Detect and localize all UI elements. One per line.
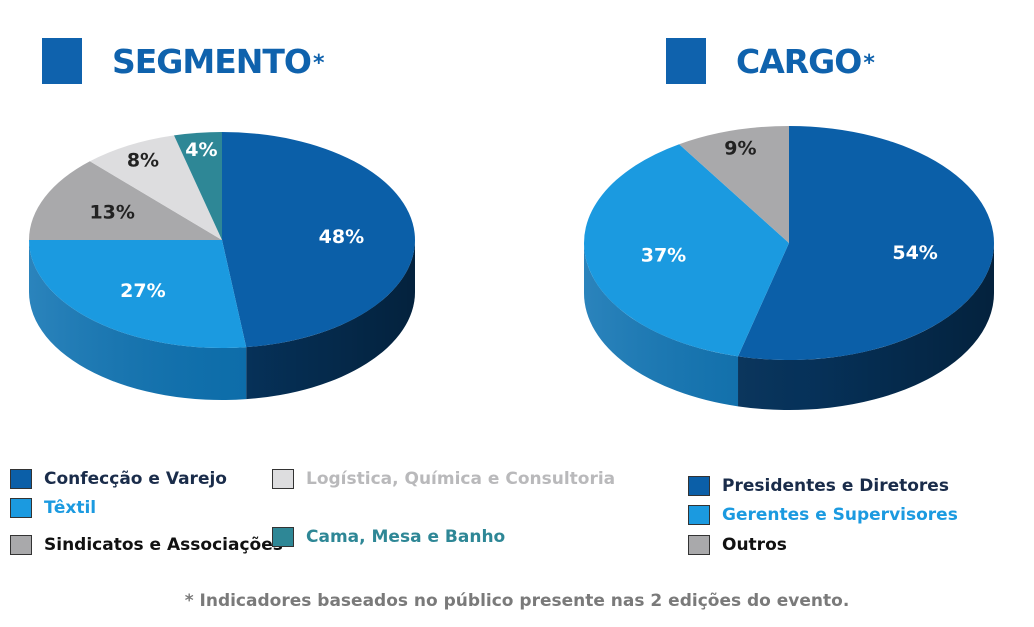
pie-slice	[89, 135, 222, 240]
legend-item-presidentes: Presidentes e Diretores	[688, 476, 949, 496]
cargo-pie: 54% 37% 9%	[583, 126, 994, 410]
legend-swatch	[272, 469, 294, 489]
pie-data-label: 27%	[120, 280, 165, 302]
legend-swatch	[688, 505, 710, 525]
legend-label: Outros	[722, 535, 787, 555]
pie-data-label: 37%	[641, 244, 686, 266]
pie-slice	[738, 126, 994, 360]
cargo-title: CARGO	[736, 41, 862, 81]
legend-item-sindicatos: Sindicatos e Associações	[10, 535, 283, 555]
legend-swatch	[10, 469, 32, 489]
legend-swatch	[688, 535, 710, 555]
pie-side-shading	[29, 240, 415, 400]
pie-side-shading	[584, 243, 994, 410]
legend-label: Confecção e Varejo	[44, 469, 227, 489]
pie-data-label: 48%	[319, 226, 364, 248]
legend-swatch	[10, 535, 32, 555]
legend-swatch	[272, 527, 294, 547]
legend-swatch	[688, 476, 710, 496]
legend-item-textil: Têxtil	[10, 498, 96, 518]
pie-data-label: 54%	[892, 242, 937, 264]
legend-item-logistica: Logística, Química e Consultoria	[272, 469, 615, 489]
pie-slice	[29, 240, 247, 348]
pie-slice	[222, 132, 415, 348]
heading-square-icon	[42, 38, 82, 84]
pie-data-label: 8%	[127, 150, 159, 172]
pie-slice	[679, 126, 789, 243]
segmento-pie: 48% 27% 13% 8% 4%	[29, 132, 415, 400]
pie-slice	[583, 144, 789, 357]
legend-item-outros: Outros	[688, 535, 787, 555]
pie-data-label: 13%	[89, 201, 134, 223]
legend-label: Têxtil	[44, 498, 97, 518]
segmento-heading: SEGMENTO *	[42, 38, 324, 84]
footnote: * Indicadores baseados no público presen…	[184, 591, 850, 611]
legend-swatch	[10, 498, 32, 518]
heading-square-icon	[666, 38, 706, 84]
legend-label: Sindicatos e Associações	[44, 535, 283, 555]
legend-label: Presidentes e Diretores	[722, 476, 949, 496]
legend-item-cama-mesa: Cama, Mesa e Banho	[272, 527, 505, 547]
legend-item-gerentes: Gerentes e Supervisores	[688, 505, 958, 525]
cargo-heading: CARGO *	[666, 38, 875, 84]
legend-item-confeccao: Confecção e Varejo	[10, 469, 227, 489]
legend-label: Logística, Química e Consultoria	[306, 469, 616, 489]
segmento-title: SEGMENTO	[112, 41, 312, 81]
pie-slice	[29, 161, 222, 240]
cargo-asterisk: *	[863, 50, 875, 76]
segmento-asterisk: *	[312, 50, 325, 76]
legend-label: Gerentes e Supervisores	[722, 505, 958, 525]
pie-data-label: 4%	[185, 139, 217, 161]
pie-slice	[174, 132, 222, 240]
legend-label: Cama, Mesa e Banho	[306, 527, 506, 547]
pie-data-label: 9%	[724, 137, 756, 159]
